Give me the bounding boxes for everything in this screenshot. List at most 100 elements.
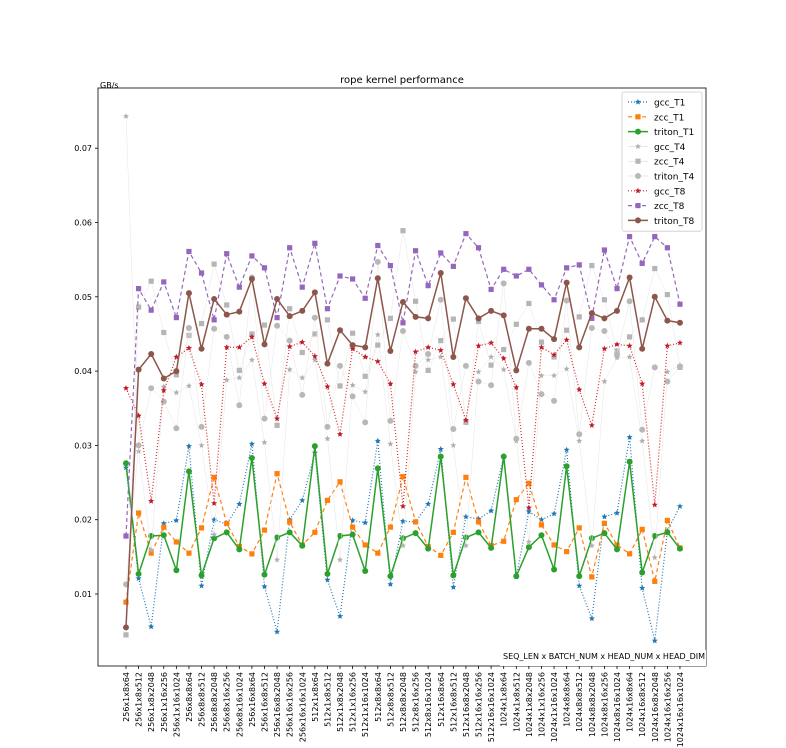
data-point [160, 532, 167, 539]
x-tick-label: 1024x8x8x64 [563, 672, 572, 727]
x-tick-label: 256x1x8x2048 [147, 672, 156, 732]
data-point [412, 519, 419, 525]
data-point [387, 380, 394, 387]
legend-marker [635, 187, 641, 194]
data-point [287, 245, 293, 251]
data-point [601, 247, 608, 253]
x-tick-label: 256x16x8x512 [260, 672, 269, 732]
data-point [639, 569, 646, 576]
data-point [614, 341, 621, 347]
data-point [639, 260, 645, 266]
legend-item: gcc_T8 [628, 187, 686, 197]
x-tick-label: 1024x1x8x2048 [525, 672, 534, 737]
data-point [173, 389, 180, 396]
data-point [123, 113, 129, 119]
data-point [173, 517, 180, 523]
data-point [161, 329, 167, 336]
data-point [450, 572, 457, 579]
data-point [337, 479, 343, 485]
x-tick-label: 512x8x8x512 [386, 672, 395, 727]
data-point [651, 554, 658, 561]
x-tick-label: 512x1x16x1024 [361, 672, 370, 737]
data-point [676, 503, 683, 509]
data-point [425, 351, 432, 358]
data-point [324, 383, 331, 390]
data-point [500, 453, 507, 460]
data-point [123, 599, 129, 605]
data-point [198, 525, 205, 531]
series-zcc-t8 [123, 231, 683, 539]
data-point [236, 374, 243, 381]
x-tick-label: 1024x1x8x64 [500, 672, 509, 727]
data-point [123, 624, 129, 631]
data-point [463, 474, 469, 480]
data-point [488, 286, 494, 292]
data-point [676, 319, 683, 326]
data-point [324, 306, 331, 312]
legend-label: triton_T8 [654, 217, 694, 227]
data-point [211, 261, 217, 267]
data-point [614, 286, 620, 292]
data-point [362, 542, 368, 548]
data-point [350, 330, 356, 336]
data-point [664, 517, 670, 524]
data-point [337, 556, 344, 563]
data-point [148, 547, 155, 553]
data-point [450, 442, 457, 448]
data-point [676, 545, 683, 552]
data-point [563, 279, 570, 286]
data-point [488, 307, 495, 314]
data-point [601, 345, 608, 352]
x-tick-label: 512x1x16x256 [349, 672, 358, 732]
series-zcc-t4 [123, 228, 683, 638]
data-point [538, 344, 545, 350]
data-point [425, 545, 432, 552]
data-point [425, 344, 432, 350]
data-point [475, 529, 482, 536]
data-point [412, 348, 419, 355]
data-point [475, 519, 482, 525]
data-point [261, 583, 268, 590]
data-point [274, 296, 281, 303]
data-point [576, 344, 583, 351]
data-point [639, 345, 646, 352]
data-point [425, 367, 431, 373]
data-point [374, 331, 381, 338]
data-point [639, 526, 645, 532]
data-point [450, 426, 457, 433]
data-point [261, 439, 268, 445]
data-point [261, 415, 268, 422]
data-point [488, 339, 495, 346]
data-point [211, 317, 217, 323]
series-line [125, 116, 681, 560]
x-tick-label: 512x8x16x256 [412, 672, 421, 732]
data-point [412, 362, 419, 369]
data-point [223, 376, 230, 383]
data-point [198, 345, 205, 352]
data-point [475, 342, 482, 349]
data-point [450, 584, 457, 590]
x-tick-label: 256x16x8x64 [248, 672, 257, 727]
data-point [337, 362, 344, 369]
data-point [525, 544, 532, 551]
x-tick-label: 512x16x16x256 [475, 672, 484, 737]
data-point [274, 471, 280, 477]
data-point [525, 359, 532, 366]
series-triton-t8 [123, 270, 683, 631]
data-point [224, 520, 230, 527]
data-point [148, 497, 155, 504]
data-point [438, 552, 444, 558]
x-tick-label: 1024x1x8x512 [512, 672, 521, 732]
data-point [236, 367, 242, 373]
data-point [236, 284, 242, 290]
data-point [538, 282, 545, 288]
data-point [236, 402, 243, 409]
data-point [563, 463, 570, 470]
data-point [437, 453, 444, 460]
data-point [676, 363, 683, 370]
y-tick-label: 0.06 [74, 219, 92, 228]
x-tick-label: 256x8x8x2048 [210, 672, 219, 732]
legend-item: triton_T8 [628, 217, 694, 227]
x-tick-label: 256x1x8x64 [122, 672, 131, 722]
data-point [652, 578, 658, 584]
